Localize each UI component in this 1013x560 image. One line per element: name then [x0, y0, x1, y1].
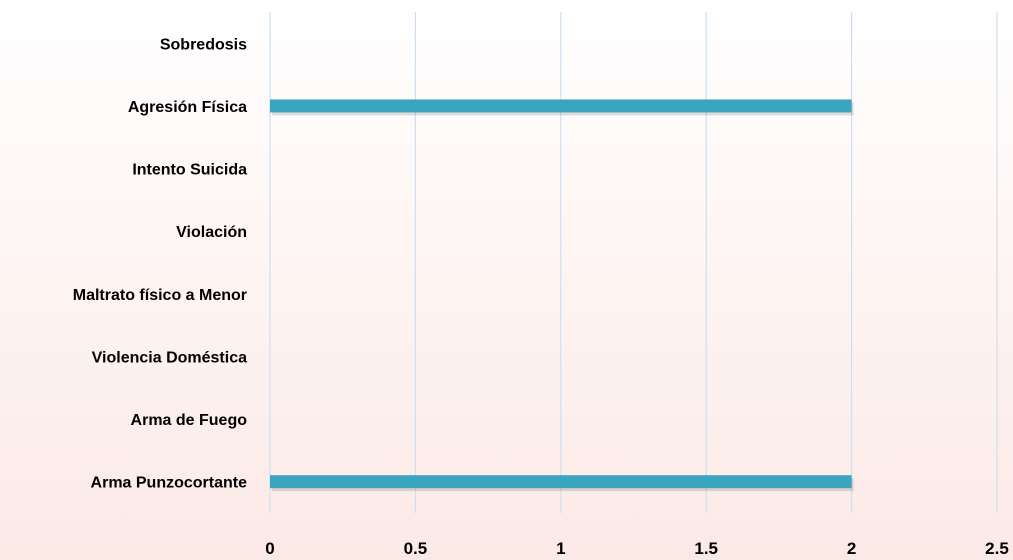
bar: [270, 475, 852, 489]
x-tick-label: 0: [265, 539, 274, 558]
category-label: Arma Punzocortante: [91, 475, 248, 492]
x-tick-label: 2: [847, 539, 856, 558]
category-label: Maltrato físico a Menor: [73, 287, 247, 304]
bars: [270, 99, 854, 492]
x-tick-labels: 0 0.5 1 1.5 2 2.5: [265, 539, 1009, 558]
category-label: Violencia Doméstica: [92, 349, 247, 366]
category-label: Sobredosis: [160, 36, 247, 53]
bar: [270, 99, 852, 113]
x-tick-label: 0.5: [404, 539, 428, 558]
category-label: Agresión Física: [128, 99, 247, 116]
x-tick-label: 1.5: [694, 539, 718, 558]
category-labels: Arma Punzocortante Arma de Fuego Violencia…: [73, 36, 247, 491]
category-label: Violación: [176, 224, 247, 241]
x-tick-label: 1: [556, 539, 565, 558]
gridlines: [269, 12, 998, 513]
category-label: Intento Suicida: [132, 162, 247, 179]
category-label: Arma de Fuego: [131, 412, 248, 429]
x-tick-label: 2.5: [985, 539, 1009, 558]
